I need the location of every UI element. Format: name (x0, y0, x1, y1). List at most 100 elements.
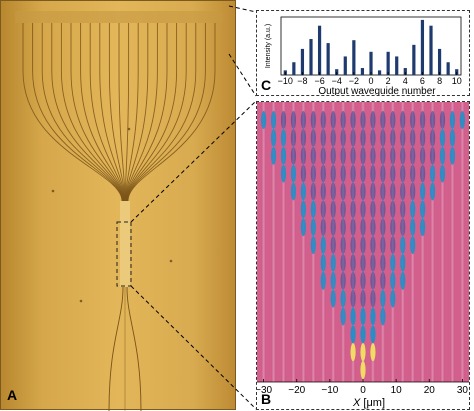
intensity-spot (300, 182, 306, 201)
waveguide-path (70, 23, 124, 202)
intensity-spot (400, 236, 406, 254)
intensity-spot (310, 182, 316, 201)
x-tick-label: 30 (457, 385, 469, 396)
intensity-spot (320, 218, 326, 237)
x-tick-label: 10 (391, 385, 403, 396)
intensity-spot (261, 111, 267, 129)
x-tick-label: 4 (403, 76, 408, 86)
intensity-spot (310, 218, 316, 237)
intensity-spot (370, 307, 376, 326)
intensity-spot (290, 146, 297, 165)
intensity-spot (380, 200, 386, 219)
simulation-panel: −30 −20 −10 0 10 20 30 X [μm] B (256, 101, 470, 410)
x-tick-label: 10 (452, 76, 462, 86)
waveguide-path (126, 23, 178, 202)
intensity-spot (350, 218, 356, 237)
input-waveguide (126, 286, 142, 411)
intensity-spot (410, 182, 416, 201)
x-tick-label: −2 (349, 76, 359, 86)
waveguide-stripe (460, 102, 465, 382)
intensity-spot (350, 271, 356, 290)
intensity-spot (320, 200, 326, 219)
intensity-spot (380, 307, 386, 326)
x-tick-label: 2 (386, 76, 391, 86)
microscope-image-panel: A (0, 0, 236, 411)
intensity-spot (390, 218, 396, 237)
intensity-spot (380, 218, 386, 237)
intensity-spot (390, 200, 396, 219)
intensity-spot (400, 111, 406, 129)
intensity-spot (370, 325, 376, 344)
intensity-spot (410, 218, 416, 237)
x-tick-label: 6 (420, 76, 425, 86)
bar (429, 25, 433, 75)
bar (317, 25, 322, 75)
intensity-spot (439, 128, 446, 147)
waveguide-path (126, 23, 168, 202)
intensity-spot (420, 200, 426, 219)
bar (343, 56, 347, 75)
intensity-spot (340, 253, 346, 272)
intensity-spot (330, 289, 336, 308)
intensity-spot (410, 200, 416, 219)
intensity-spot (310, 128, 316, 147)
intensity-spot (350, 289, 356, 308)
intensity-spot (370, 128, 376, 147)
intensity-spot (420, 146, 426, 165)
waveguide-stripe (291, 102, 296, 382)
intensity-spot (370, 164, 376, 183)
intensity-spot (400, 164, 406, 183)
intensity-spot (370, 182, 376, 201)
intensity-spot (350, 200, 356, 219)
intensity-spot (360, 200, 366, 219)
x-tick-label: −10 (321, 385, 338, 396)
waveguide-path (118, 23, 126, 202)
intensity-spot (290, 111, 297, 129)
bar (360, 68, 365, 75)
intensity-spot (340, 128, 346, 147)
intensity-spot (420, 111, 426, 129)
waveguide-stripe (450, 102, 455, 382)
slab-region (120, 201, 130, 287)
intensity-spot (390, 164, 396, 183)
x-tick-label: −4 (332, 76, 342, 86)
intensity-spot (340, 146, 346, 165)
intensity-spot (400, 218, 406, 237)
intensity-spot (340, 182, 346, 201)
intensity-spot (330, 164, 336, 183)
intensity-spot (449, 146, 456, 165)
intensity-spot (449, 111, 456, 129)
intensity-spot (310, 236, 316, 254)
intensity-spot (350, 253, 356, 272)
intensity-spot (320, 111, 326, 129)
intensity-spot (340, 236, 346, 254)
bar (300, 48, 305, 75)
intensity-spot (380, 182, 386, 201)
bar (395, 56, 399, 75)
intensity-spot (360, 253, 366, 272)
waveguide-path (89, 23, 125, 202)
intensity-spot (429, 111, 436, 129)
intensity-spot (370, 253, 376, 272)
intensity-spot (380, 236, 386, 254)
intensity-spot (410, 111, 416, 129)
intensity-spot (280, 146, 287, 165)
intensity-spot (330, 253, 336, 272)
waveguide-path (125, 23, 158, 202)
intensity-heatmap: −30 −20 −10 0 10 20 30 X [μm] (257, 102, 469, 409)
intensity-spot (330, 128, 336, 147)
intensity-spot (390, 128, 396, 147)
panel-label-b: B (261, 391, 272, 407)
bar (437, 48, 442, 75)
waveguide-stripe (301, 102, 306, 382)
intensity-spot (410, 236, 416, 254)
intensity-spot (459, 111, 465, 129)
intensity-spot (320, 164, 326, 183)
intensity-bar-chart: −10 −8 −6 −4 −2 0 2 4 6 8 10 Output waveguide numbe… (265, 16, 462, 95)
intensity-spot (310, 111, 316, 129)
bar (446, 62, 450, 75)
intensity-spot (320, 182, 326, 201)
intensity-spot (360, 271, 366, 290)
intensity-spot (390, 182, 396, 201)
intensity-spot (380, 146, 386, 165)
